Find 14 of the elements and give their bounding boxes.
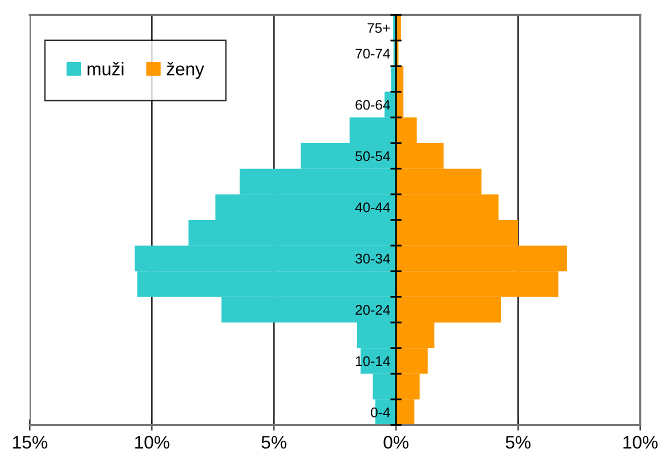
x-tick-label: 5% — [506, 436, 530, 449]
y-tick-label: 75+ — [368, 23, 390, 33]
x-tick-label: 15% — [13, 436, 48, 449]
x-tick-label: 10% — [623, 436, 658, 449]
y-tick-label: 20-24 — [356, 304, 390, 315]
legend-label: ženy — [166, 62, 204, 79]
x-tick-label: 5% — [262, 436, 286, 449]
y-tick-label: 40-44 — [355, 202, 390, 212]
y-tick-label: 70-74 — [356, 48, 390, 59]
y-tick-label: 30-34 — [355, 254, 390, 264]
legend-label: muži — [88, 62, 124, 76]
x-tick-label: 10% — [135, 436, 170, 449]
y-tick-label: 50-54 — [355, 151, 390, 162]
x-tick-label: 0% — [384, 436, 408, 449]
